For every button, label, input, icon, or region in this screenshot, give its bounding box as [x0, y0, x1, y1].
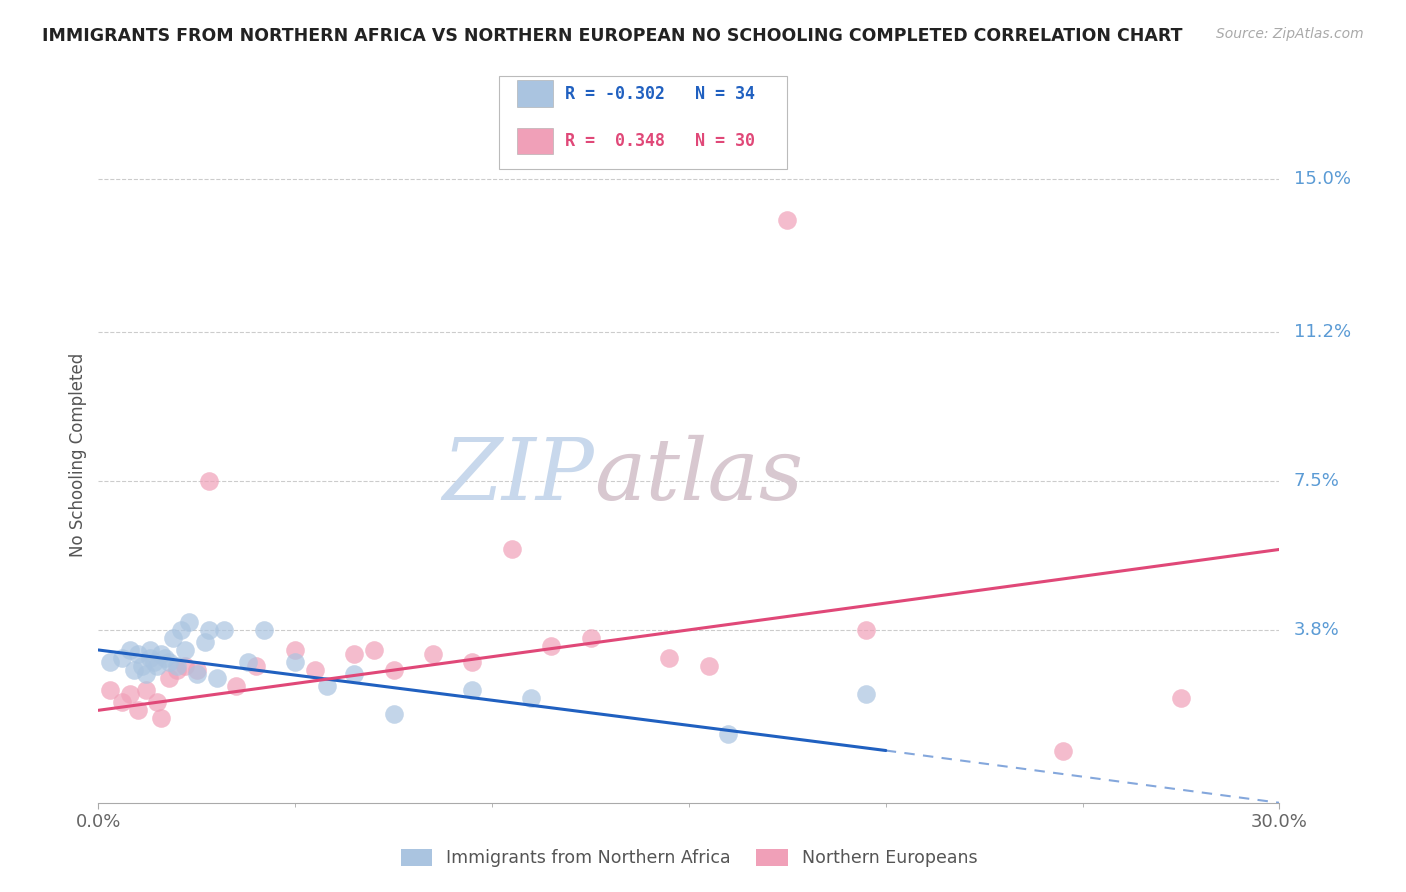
- Point: [174, 659, 197, 673]
- Point: [122, 663, 145, 677]
- Point: [146, 659, 169, 673]
- Point: [157, 655, 180, 669]
- Point: [461, 683, 484, 698]
- Text: 15.0%: 15.0%: [1294, 170, 1351, 188]
- Point: [146, 695, 169, 709]
- Point: [1170, 691, 1192, 706]
- Point: [98, 655, 121, 669]
- Point: [157, 671, 180, 685]
- Point: [225, 679, 247, 693]
- Point: [343, 647, 366, 661]
- Text: IMMIGRANTS FROM NORTHERN AFRICA VS NORTHERN EUROPEAN NO SCHOOLING COMPLETED CORR: IMMIGRANTS FROM NORTHERN AFRICA VS NORTH…: [42, 27, 1182, 45]
- Point: [197, 474, 219, 488]
- Point: [382, 707, 405, 722]
- Point: [245, 659, 267, 673]
- Point: [150, 711, 173, 725]
- Point: [520, 691, 543, 706]
- Point: [776, 212, 799, 227]
- Point: [150, 647, 173, 661]
- Point: [697, 659, 720, 673]
- Text: 7.5%: 7.5%: [1294, 472, 1340, 490]
- Point: [166, 663, 188, 677]
- Point: [304, 663, 326, 677]
- Point: [284, 655, 307, 669]
- Point: [855, 623, 877, 637]
- Point: [540, 639, 562, 653]
- Text: 11.2%: 11.2%: [1294, 323, 1351, 342]
- Point: [253, 623, 276, 637]
- Point: [194, 635, 217, 649]
- Point: [501, 542, 523, 557]
- Point: [315, 679, 337, 693]
- Point: [186, 663, 208, 677]
- Point: [135, 667, 157, 681]
- Point: [138, 643, 160, 657]
- Point: [658, 651, 681, 665]
- Text: R =  0.348   N = 30: R = 0.348 N = 30: [565, 132, 755, 150]
- Point: [155, 651, 177, 665]
- Y-axis label: No Schooling Completed: No Schooling Completed: [69, 353, 87, 557]
- Legend: Immigrants from Northern Africa, Northern Europeans: Immigrants from Northern Africa, Norther…: [394, 842, 984, 874]
- Point: [855, 687, 877, 701]
- Point: [186, 667, 208, 681]
- Text: atlas: atlas: [595, 434, 804, 517]
- Point: [170, 623, 193, 637]
- Point: [118, 687, 141, 701]
- Point: [382, 663, 405, 677]
- Point: [138, 651, 160, 665]
- Text: Source: ZipAtlas.com: Source: ZipAtlas.com: [1216, 27, 1364, 41]
- Point: [236, 655, 259, 669]
- Point: [142, 655, 165, 669]
- Point: [284, 643, 307, 657]
- Point: [205, 671, 228, 685]
- Point: [177, 615, 200, 629]
- Text: R = -0.302   N = 34: R = -0.302 N = 34: [565, 85, 755, 103]
- Point: [111, 695, 134, 709]
- Text: 3.8%: 3.8%: [1294, 621, 1340, 639]
- Point: [131, 659, 153, 673]
- Point: [166, 659, 188, 673]
- Point: [111, 651, 134, 665]
- Point: [579, 631, 602, 645]
- Point: [1052, 743, 1074, 757]
- Point: [197, 623, 219, 637]
- Point: [717, 727, 740, 741]
- Point: [98, 683, 121, 698]
- Point: [162, 631, 184, 645]
- Point: [174, 643, 197, 657]
- Point: [343, 667, 366, 681]
- Point: [135, 683, 157, 698]
- Point: [214, 623, 236, 637]
- Point: [118, 643, 141, 657]
- Text: ZIP: ZIP: [443, 434, 595, 517]
- Point: [127, 703, 149, 717]
- Point: [461, 655, 484, 669]
- Point: [127, 647, 149, 661]
- Point: [363, 643, 385, 657]
- Point: [422, 647, 444, 661]
